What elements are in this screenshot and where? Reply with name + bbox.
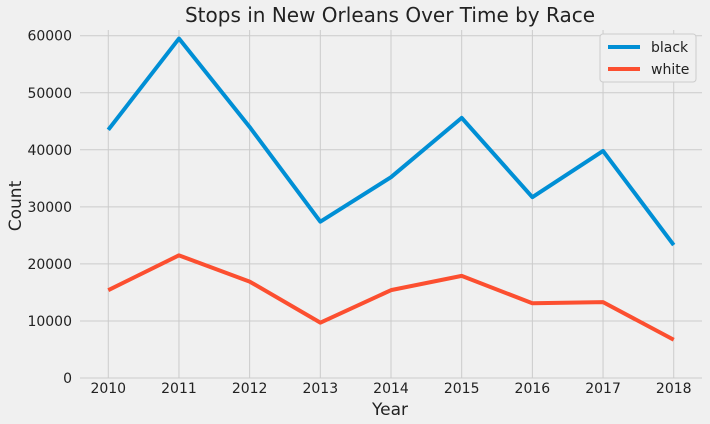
y-axis-label: Count	[6, 180, 26, 231]
y-tick-label: 0	[63, 371, 72, 387]
grid	[80, 30, 702, 379]
x-tick-label: 2010	[90, 381, 126, 397]
y-tick-label: 20000	[27, 257, 72, 273]
y-tick-label: 40000	[27, 143, 72, 159]
x-tick-label: 2018	[656, 381, 692, 397]
x-axis-label: Year	[371, 400, 408, 420]
y-tick-label: 50000	[27, 86, 72, 102]
y-tick-label: 60000	[27, 29, 72, 45]
legend-label-black: black	[651, 40, 689, 56]
y-tick-label: 10000	[27, 314, 72, 330]
x-tick-label: 2017	[585, 381, 621, 397]
x-tick-label: 2012	[232, 381, 268, 397]
x-tick-label: 2014	[373, 381, 409, 397]
x-tick-label: 2015	[444, 381, 480, 397]
tick-labels: 0 10000 20000 30000 40000 50000 60000 2010 2011 2…	[27, 29, 691, 397]
x-tick-label: 2013	[302, 381, 338, 397]
y-tick-label: 30000	[27, 200, 72, 216]
x-tick-label: 2011	[161, 381, 197, 397]
series-line-black	[106, 36, 676, 247]
x-tick-label: 2016	[515, 381, 551, 397]
chart-title: Stops in New Orleans Over Time by Race	[185, 3, 595, 27]
legend: black white	[599, 33, 697, 83]
series-line-white	[107, 253, 675, 342]
legend-label-white: white	[651, 62, 689, 78]
series-lines	[106, 36, 676, 342]
